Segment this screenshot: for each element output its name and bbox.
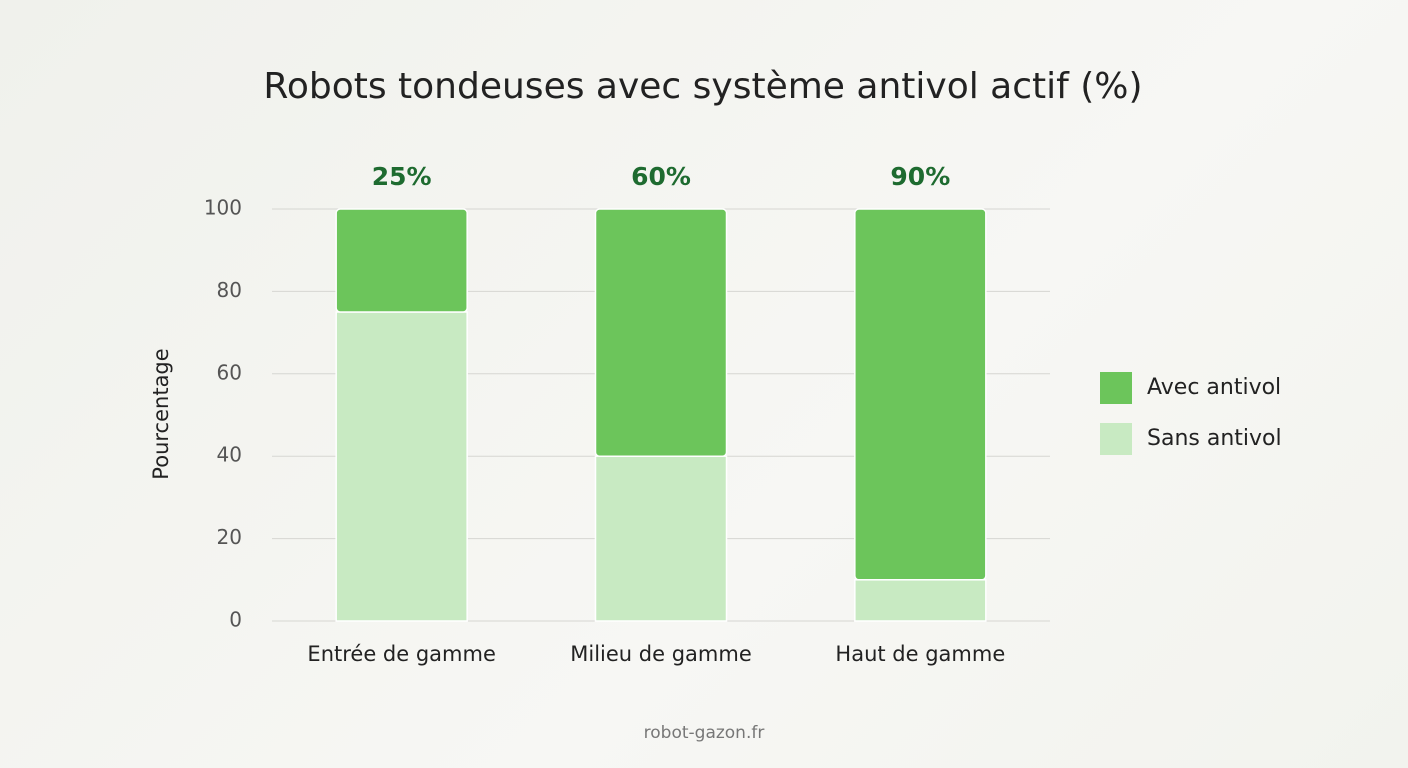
y-tick-label: 0	[229, 608, 242, 632]
bar-segment	[594, 455, 728, 622]
value-label: 90%	[890, 162, 950, 191]
bar-segment	[854, 208, 987, 581]
y-tick-label: 100	[204, 196, 242, 220]
chart-title: Robots tondeuses avec système antivol ac…	[263, 66, 1142, 107]
bar-segment	[854, 579, 987, 622]
legend-swatch	[1100, 372, 1132, 404]
source: robot-gazon.fr	[644, 723, 765, 743]
y-tick-label: 60	[217, 360, 242, 384]
y-tick-label: 80	[217, 278, 242, 302]
bar-segment	[335, 311, 468, 622]
y-axis-label: Pourcentage	[149, 348, 173, 479]
y-tick-label: 40	[217, 443, 242, 467]
x-tick-label: Entrée de gamme	[307, 642, 495, 666]
legend-swatch	[1100, 423, 1132, 455]
bar-segment	[335, 208, 468, 313]
x-tick-label: Haut de gamme	[835, 642, 1005, 666]
value-label: 60%	[631, 162, 691, 191]
legend-label: Avec antivol	[1147, 375, 1281, 400]
x-tick-label: Milieu de gamme	[570, 642, 751, 666]
legend-label: Sans antivol	[1147, 426, 1282, 451]
value-label: 25%	[372, 162, 432, 191]
bar-segment	[594, 208, 728, 457]
y-tick-label: 20	[217, 525, 242, 549]
